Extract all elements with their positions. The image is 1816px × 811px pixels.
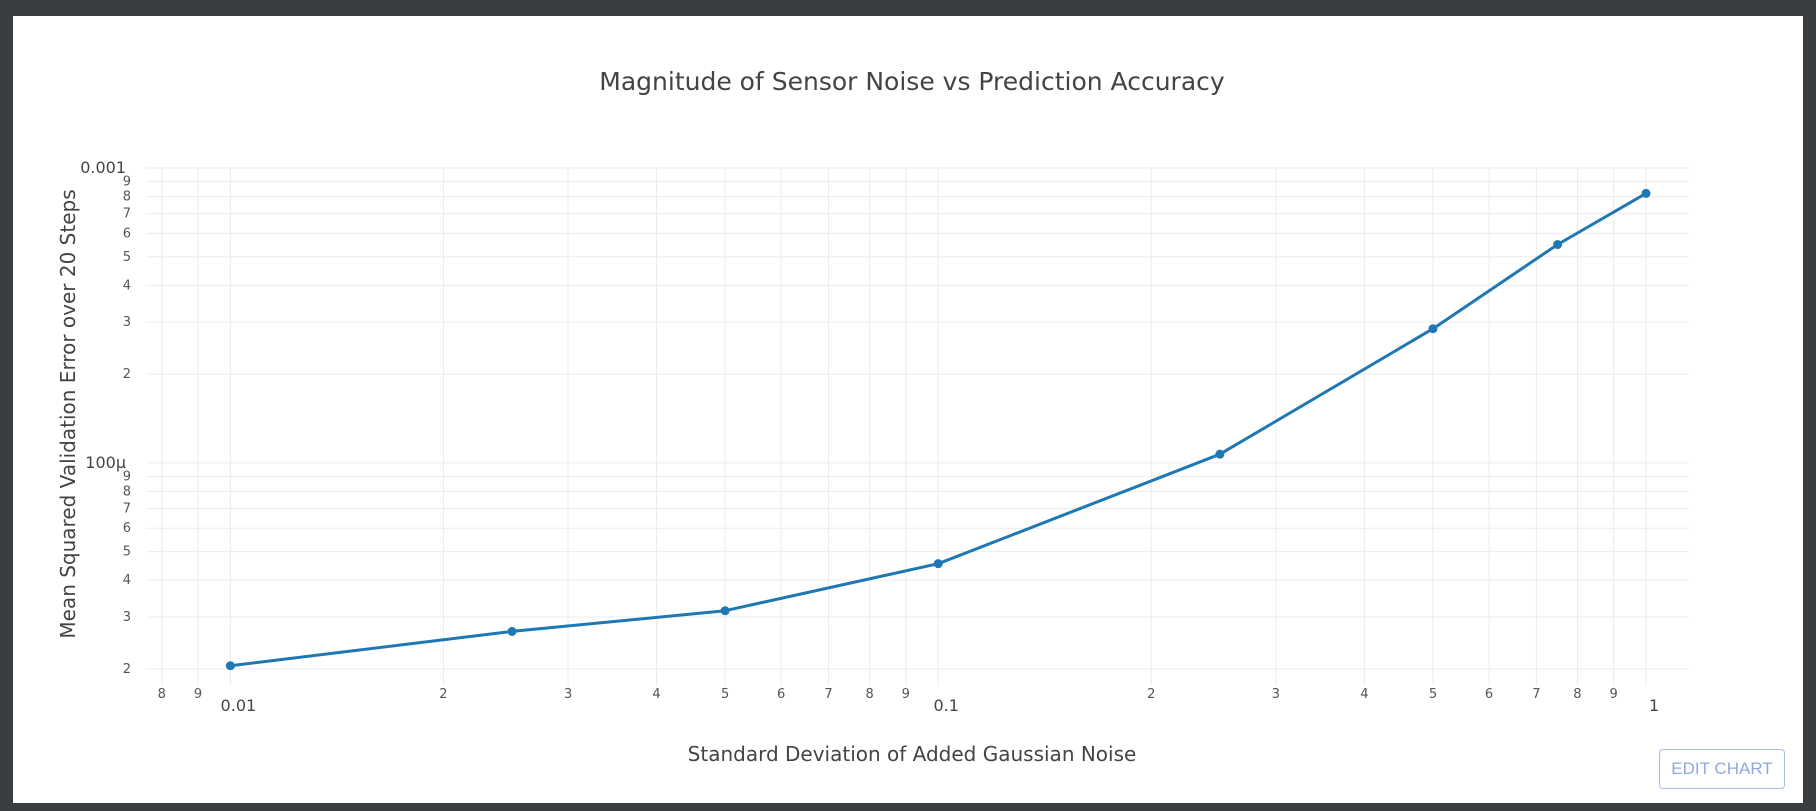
y-minor-tick-label: 3 bbox=[123, 610, 131, 625]
edit-chart-button[interactable]: EDIT CHART bbox=[1659, 749, 1785, 789]
y-minor-tick-label: 4 bbox=[123, 278, 131, 293]
x-minor-tick-label: 4 bbox=[652, 687, 660, 702]
x-major-tick-label: 0.01 bbox=[221, 696, 257, 715]
y-minor-tick-label: 4 bbox=[123, 573, 131, 588]
y-minor-tick-label: 2 bbox=[123, 662, 131, 677]
chart-title: Magnitude of Sensor Noise vs Prediction … bbox=[599, 67, 1225, 96]
x-major-tick-label: 1 bbox=[1649, 696, 1659, 715]
x-minor-tick-label: 5 bbox=[1429, 687, 1437, 702]
y-minor-tick-label: 7 bbox=[123, 501, 131, 516]
data-point[interactable] bbox=[225, 661, 235, 671]
y-minor-tick-label: 9 bbox=[123, 469, 131, 484]
y-minor-tick-label: 2 bbox=[123, 367, 131, 382]
x-axis-label: Standard Deviation of Added Gaussian Noi… bbox=[688, 742, 1137, 766]
y-major-tick-label: 100μ bbox=[85, 453, 126, 472]
data-point[interactable] bbox=[1428, 324, 1438, 334]
x-minor-tick-label: 2 bbox=[439, 687, 447, 702]
data-point[interactable] bbox=[720, 606, 730, 616]
y-minor-tick-label: 9 bbox=[123, 174, 131, 189]
data-point[interactable] bbox=[1553, 240, 1563, 250]
series-line bbox=[230, 192, 1647, 668]
y-major-tick-label: 0.001 bbox=[80, 158, 126, 177]
x-minor-tick-label: 5 bbox=[721, 687, 729, 702]
x-minor-tick-label: 3 bbox=[564, 687, 572, 702]
chart: 8 9 2 3 4 5 6 7 8 9 2 3 4 5 6 7 8 90.01 0.1 1 2345678923456… bbox=[56, 67, 1689, 766]
data-point[interactable] bbox=[933, 559, 943, 569]
y-minor-tick-label: 3 bbox=[123, 315, 131, 330]
data-point[interactable] bbox=[507, 626, 517, 636]
y-minor-tick-label: 6 bbox=[123, 226, 131, 241]
x-minor-tick-label: 4 bbox=[1360, 687, 1368, 702]
y-minor-tick-label: 5 bbox=[123, 545, 131, 560]
series bbox=[225, 188, 1651, 671]
x-axis-ticks: 8 9 2 3 4 5 6 7 8 9 2 3 4 5 6 7 8 9 0.01 0.1 1 bbox=[158, 687, 1660, 715]
x-minor-tick-label: 8 bbox=[1573, 687, 1581, 702]
x-minor-tick-label: 7 bbox=[824, 687, 832, 702]
y-minor-tick-label: 5 bbox=[123, 250, 131, 265]
x-minor-tick-label: 6 bbox=[1485, 687, 1493, 702]
x-minor-tick-label: 2 bbox=[1147, 687, 1155, 702]
y-minor-tick-label: 8 bbox=[123, 484, 131, 499]
grid bbox=[146, 167, 1689, 686]
x-minor-tick-label: 3 bbox=[1272, 687, 1280, 702]
y-axis-label: Mean Squared Validation Error over 20 St… bbox=[56, 189, 80, 638]
x-minor-tick-label: 8 bbox=[865, 687, 873, 702]
x-minor-tick-label: 7 bbox=[1532, 687, 1540, 702]
y-minor-tick-label: 6 bbox=[123, 521, 131, 536]
data-point[interactable] bbox=[1641, 188, 1651, 198]
x-minor-tick-label: 9 bbox=[902, 687, 910, 702]
x-major-tick-label: 0.1 bbox=[933, 696, 958, 715]
x-minor-tick-label: 9 bbox=[1610, 687, 1618, 702]
y-minor-tick-label: 7 bbox=[123, 207, 131, 222]
x-minor-tick-label: 6 bbox=[777, 687, 785, 702]
x-minor-tick-label: 8 bbox=[158, 687, 166, 702]
data-point[interactable] bbox=[1215, 449, 1225, 459]
x-minor-tick-label: 9 bbox=[194, 687, 202, 702]
y-minor-tick-label: 8 bbox=[123, 190, 131, 205]
